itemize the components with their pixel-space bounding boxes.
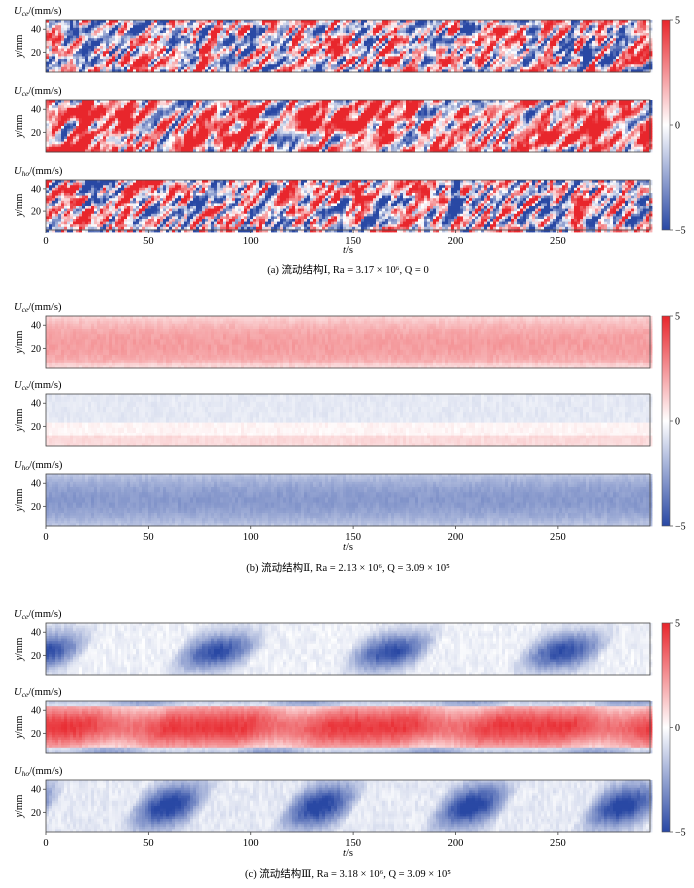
y-tick-label: 40 bbox=[31, 184, 41, 195]
y-axis-label: y/mm bbox=[14, 330, 25, 354]
panel-b: Uce/(mm/s)2040y/mmUce/(mm/s)2040y/mmUho/… bbox=[14, 302, 686, 574]
colorbar: 5 0 −5 bbox=[662, 16, 686, 237]
x-tick-label: 100 bbox=[243, 838, 259, 849]
panel-caption: (c) 流动结构Ⅲ, Ra = 3.18 × 10⁶, Q = 3.09 × 1… bbox=[245, 867, 451, 880]
y-tick-label: 40 bbox=[31, 628, 41, 639]
y-tick-label: 20 bbox=[31, 207, 41, 218]
row-label: Uce/(mm/s) bbox=[14, 86, 62, 98]
colorbar: 5 0 −5 bbox=[662, 619, 686, 839]
row-label: Uho/(mm/s) bbox=[14, 460, 63, 472]
colorbar-gradient bbox=[662, 316, 670, 526]
heatmap-row-2: Uce/(mm/s) 20 40 y/mm bbox=[14, 86, 652, 152]
panel-a: Uce/(mm/s)2040y/mmUce/(mm/s)2040y/mmUho/… bbox=[14, 6, 686, 276]
heatmap-row-1: Uce/(mm/s) 20 40 y/mm bbox=[14, 302, 652, 368]
colorbar-gradient bbox=[662, 623, 670, 832]
y-axis-label: y/mm bbox=[14, 794, 25, 818]
x-tick-label: 0 bbox=[43, 838, 48, 849]
heatmap-cells bbox=[46, 20, 652, 72]
y-tick-label: 40 bbox=[31, 785, 41, 796]
y-tick-label: 20 bbox=[31, 651, 41, 662]
y-tick-label: 20 bbox=[31, 729, 41, 740]
heatmap-cells bbox=[46, 180, 652, 232]
row-label: Uce/(mm/s) bbox=[14, 687, 62, 699]
x-tick-label: 0 bbox=[43, 236, 48, 247]
heatmap-cells bbox=[46, 780, 652, 832]
colorbar-tick-label: 5 bbox=[675, 619, 680, 630]
x-tick-label: 100 bbox=[243, 532, 259, 543]
heatmap-row-2: Uce/(mm/s) 20 40 y/mm bbox=[14, 687, 652, 753]
y-axis-label: y/mm bbox=[14, 193, 25, 217]
panel-caption: (a) 流动结构Ⅰ, Ra = 3.17 × 10⁶, Q = 0 bbox=[267, 263, 428, 276]
row-label: Uho/(mm/s) bbox=[14, 766, 63, 778]
colorbar-tick-label: −5 bbox=[675, 828, 686, 839]
x-tick-label: 50 bbox=[143, 838, 154, 849]
x-tick-label: 250 bbox=[550, 236, 566, 247]
y-axis-label: y/mm bbox=[14, 488, 25, 512]
colorbar-tick-label: 5 bbox=[675, 312, 680, 323]
x-tick-label: 200 bbox=[448, 532, 464, 543]
row-label: Uce/(mm/s) bbox=[14, 380, 62, 392]
heatmap-row-3: Uho/(mm/s) 20 40 y/mm bbox=[14, 766, 652, 832]
colorbar-tick-label: −5 bbox=[675, 226, 686, 237]
x-tick-label: 200 bbox=[448, 838, 464, 849]
y-axis-label: y/mm bbox=[14, 715, 25, 739]
heatmap-row-3: Uho/(mm/s) 20 40 y/mm bbox=[14, 460, 652, 526]
heatmap-row-1: Uce/(mm/s) 20 40 y/mm bbox=[14, 6, 652, 72]
heatmap-cells bbox=[46, 394, 652, 446]
y-tick-label: 20 bbox=[31, 128, 41, 139]
y-tick-label: 20 bbox=[31, 502, 41, 513]
x-tick-label: 250 bbox=[550, 532, 566, 543]
heatmap-cells bbox=[46, 100, 652, 152]
panel-c: Uce/(mm/s)2040y/mmUce/(mm/s)2040y/mmUho/… bbox=[14, 609, 686, 880]
heatmap-cells bbox=[46, 474, 652, 526]
y-tick-label: 40 bbox=[31, 105, 41, 116]
heatmap-cells bbox=[46, 623, 652, 675]
x-axis-label: t/s bbox=[343, 245, 353, 256]
panel-caption: (b) 流动结构Ⅱ, Ra = 2.13 × 10⁶, Q = 3.09 × 1… bbox=[246, 561, 450, 574]
row-label: Uce/(mm/s) bbox=[14, 609, 62, 621]
x-axis-label: t/s bbox=[343, 542, 353, 553]
y-axis-label: y/mm bbox=[14, 637, 25, 661]
x-axis-label: t/s bbox=[343, 848, 353, 859]
y-tick-label: 40 bbox=[31, 25, 41, 36]
x-tick-label: 200 bbox=[448, 236, 464, 247]
y-tick-label: 40 bbox=[31, 399, 41, 410]
heatmap-row-3: Uho/(mm/s) 20 40 y/mm bbox=[14, 166, 652, 232]
row-label: Uce/(mm/s) bbox=[14, 6, 62, 18]
x-tick-label: 0 bbox=[43, 532, 48, 543]
heatmap-cells bbox=[46, 701, 652, 753]
y-tick-label: 20 bbox=[31, 48, 41, 59]
heatmap-row-1: Uce/(mm/s) 20 40 y/mm bbox=[14, 609, 652, 675]
row-label: Uho/(mm/s) bbox=[14, 166, 63, 178]
x-tick-label: 100 bbox=[243, 236, 259, 247]
heatmap-cells bbox=[46, 316, 652, 368]
x-tick-label: 50 bbox=[143, 236, 154, 247]
row-label: Uce/(mm/s) bbox=[14, 302, 62, 314]
y-tick-label: 40 bbox=[31, 321, 41, 332]
x-tick-label: 50 bbox=[143, 532, 154, 543]
y-axis-label: y/mm bbox=[14, 408, 25, 432]
y-axis-label: y/mm bbox=[14, 34, 25, 58]
heatmap-row-2: Uce/(mm/s) 20 40 y/mm bbox=[14, 380, 652, 446]
y-tick-label: 40 bbox=[31, 706, 41, 717]
colorbar-tick-label: 0 bbox=[675, 723, 680, 734]
y-tick-label: 20 bbox=[31, 344, 41, 355]
colorbar-tick-label: 0 bbox=[675, 121, 680, 132]
colorbar-gradient bbox=[662, 20, 670, 230]
colorbar: 5 0 −5 bbox=[662, 312, 686, 533]
colorbar-tick-label: −5 bbox=[675, 522, 686, 533]
y-tick-label: 20 bbox=[31, 422, 41, 433]
y-tick-label: 20 bbox=[31, 808, 41, 819]
y-axis-label: y/mm bbox=[14, 114, 25, 138]
colorbar-tick-label: 5 bbox=[675, 16, 680, 27]
x-tick-label: 250 bbox=[550, 838, 566, 849]
colorbar-tick-label: 0 bbox=[675, 417, 680, 428]
y-tick-label: 40 bbox=[31, 479, 41, 490]
